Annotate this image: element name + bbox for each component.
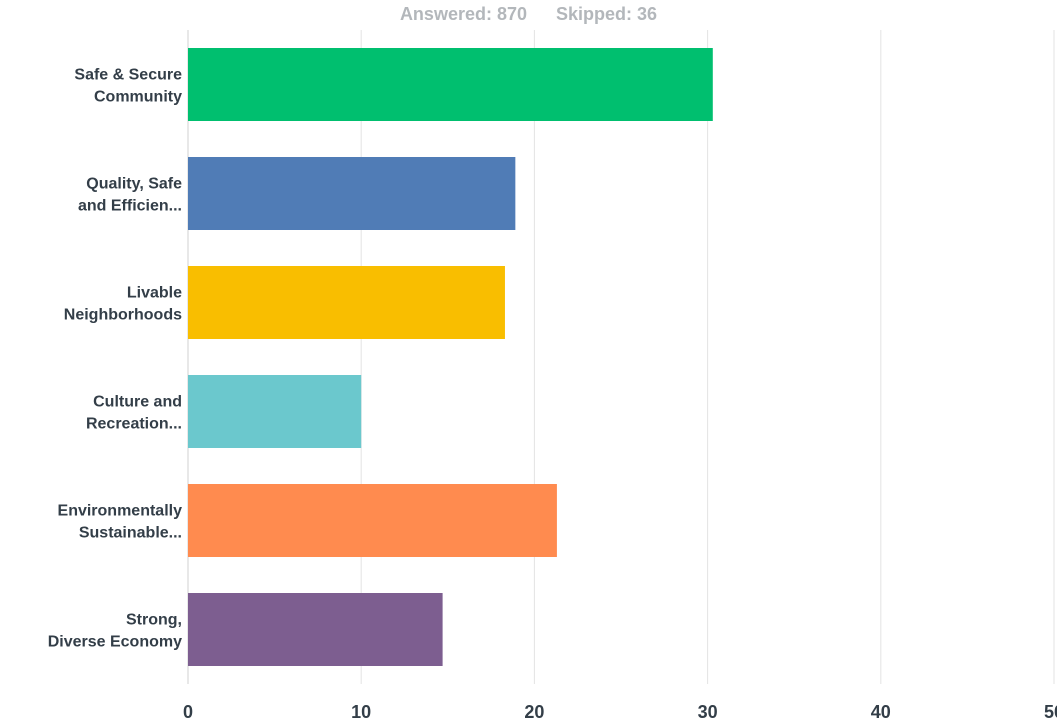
category-label: Culture and [93,394,182,411]
category-label: Sustainable... [79,525,182,542]
category-label: Diverse Economy [48,634,182,651]
category-label: Livable [127,285,182,302]
bar [188,484,557,557]
bar [188,48,713,121]
answered-count: Answered: 870 [399,4,527,24]
x-tick-label: 30 [698,702,718,722]
bar [188,375,362,448]
x-tick-label: 50 [1044,702,1057,722]
response-summary: Answered: 870 Skipped: 36 [0,4,1057,25]
skipped-count: Skipped: 36 [556,4,658,24]
category-label: Neighborhoods [64,307,182,324]
category-label: Community [94,89,182,106]
category-label: Quality, Safe [86,176,182,193]
category-label: Safe & Secure [74,67,182,84]
category-label: Environmentally [58,503,183,520]
bar [188,266,505,339]
category-label: and Efficien... [78,198,182,215]
x-tick-label: 10 [351,702,371,722]
bar [188,157,516,230]
category-label: Recreation... [86,416,182,433]
x-tick-label: 40 [871,702,891,722]
x-tick-label: 0 [183,702,193,722]
x-tick-label: 20 [524,702,544,722]
bar [188,593,443,666]
category-label: Strong, [126,612,182,629]
